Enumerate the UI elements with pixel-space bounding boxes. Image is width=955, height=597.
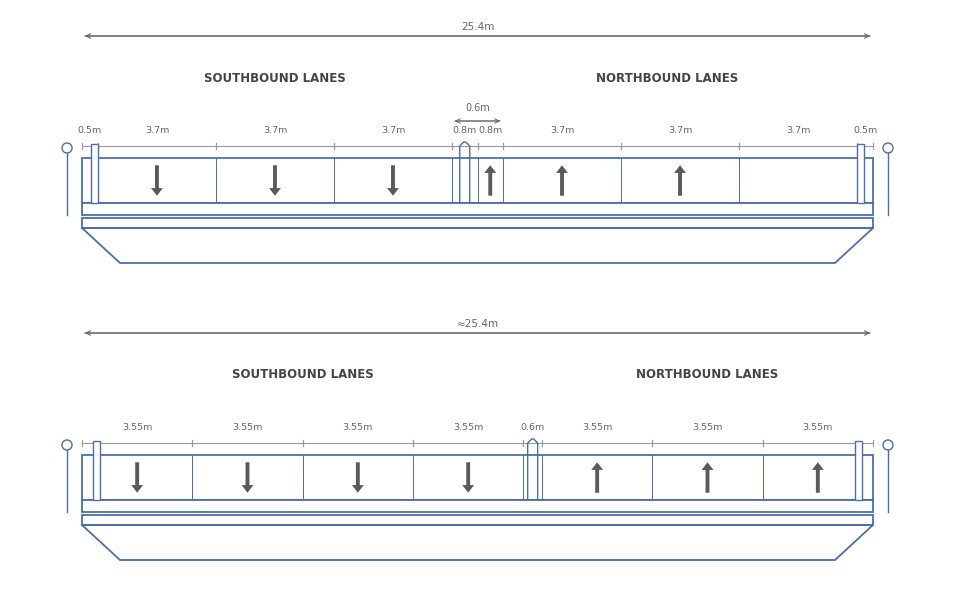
Bar: [82, 515, 873, 525]
Text: NORTHBOUND LANES: NORTHBOUND LANES: [636, 368, 778, 381]
Text: 0.5m: 0.5m: [78, 126, 102, 135]
Bar: [82, 158, 873, 203]
Text: 3.55m: 3.55m: [453, 423, 483, 432]
Bar: [93, 441, 100, 500]
Bar: [82, 455, 873, 500]
Text: 3.55m: 3.55m: [582, 423, 612, 432]
Bar: [82, 203, 873, 215]
Bar: [82, 218, 873, 228]
Text: 0.8m: 0.8m: [478, 126, 502, 135]
Text: 0.5m: 0.5m: [853, 126, 877, 135]
Text: 3.7m: 3.7m: [381, 126, 405, 135]
Text: 3.7m: 3.7m: [550, 126, 574, 135]
Bar: [82, 500, 873, 512]
Text: 3.7m: 3.7m: [145, 126, 169, 135]
Text: SOUTHBOUND LANES: SOUTHBOUND LANES: [204, 72, 346, 85]
Text: 3.55m: 3.55m: [232, 423, 263, 432]
Text: 0.6m: 0.6m: [465, 103, 490, 113]
Text: 3.7m: 3.7m: [786, 126, 810, 135]
Text: 0.6m: 0.6m: [520, 423, 544, 432]
Text: 3.55m: 3.55m: [692, 423, 723, 432]
Text: 3.55m: 3.55m: [802, 423, 833, 432]
Bar: [91, 144, 98, 203]
Text: NORTHBOUND LANES: NORTHBOUND LANES: [596, 72, 738, 85]
Bar: [857, 144, 864, 203]
Text: ≈25.4m: ≈25.4m: [456, 319, 499, 329]
Text: SOUTHBOUND LANES: SOUTHBOUND LANES: [232, 368, 373, 381]
Text: 0.8m: 0.8m: [453, 126, 477, 135]
Text: 3.7m: 3.7m: [668, 126, 692, 135]
Text: 3.7m: 3.7m: [263, 126, 287, 135]
Bar: [855, 441, 862, 500]
Text: 25.4m: 25.4m: [461, 22, 494, 32]
Text: 3.55m: 3.55m: [343, 423, 373, 432]
Text: 3.55m: 3.55m: [122, 423, 153, 432]
